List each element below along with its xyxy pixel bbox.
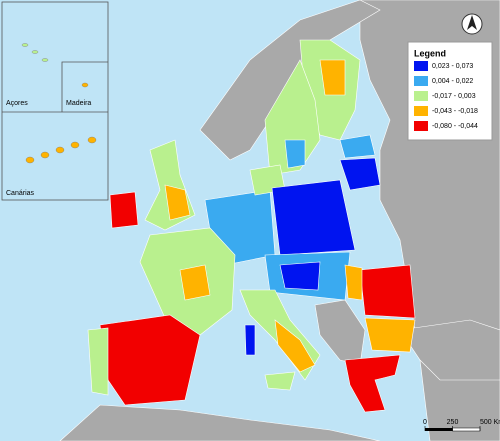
legend-title: Legend	[414, 48, 446, 58]
region	[344, 264, 363, 301]
region	[279, 261, 321, 291]
legend-swatch	[414, 61, 428, 71]
region	[359, 264, 416, 319]
regions	[87, 39, 416, 413]
inset-label: Madeira	[66, 100, 91, 107]
islands	[21, 43, 97, 164]
legend: Legend 0,023 - 0,073 0,004 - 0,022 -0,017 …	[407, 41, 493, 141]
region	[87, 327, 109, 396]
insets	[1, 1, 109, 201]
legend-swatch	[414, 106, 428, 116]
region	[271, 179, 356, 256]
scale-label: 0	[423, 419, 427, 426]
inset-label: Canárias	[6, 190, 35, 197]
inset-divider	[61, 61, 108, 112]
legend-swatch	[414, 91, 428, 101]
scale-label: 250	[447, 419, 459, 426]
inset-label: Açores	[6, 100, 28, 107]
region	[344, 354, 401, 413]
region	[164, 184, 191, 221]
region	[264, 371, 296, 391]
legend-swatch	[414, 76, 428, 86]
inset-frame	[1, 1, 109, 201]
scale-bar-segment	[452, 427, 481, 432]
scale-bar-segment	[425, 428, 453, 431]
legend-label: -0,043 - -0,018	[432, 108, 478, 115]
legend-label: 0,004 - 0,022	[432, 78, 473, 85]
region	[284, 139, 306, 169]
region	[179, 264, 211, 301]
region	[244, 324, 256, 356]
region	[339, 157, 381, 191]
north-arrow	[461, 13, 483, 35]
region	[319, 59, 346, 96]
region	[339, 134, 376, 159]
legend-label: -0,017 - 0,003	[432, 93, 476, 100]
legend-label: -0,080 - -0,044	[432, 123, 478, 130]
scale-label: 500 Km	[480, 419, 500, 426]
region	[364, 317, 416, 353]
legend-swatch	[414, 121, 428, 131]
legend-label: 0,023 - 0,073	[432, 63, 473, 70]
scale-bar: 0 250 500 Km	[423, 419, 500, 432]
region	[109, 191, 139, 229]
region	[274, 319, 316, 373]
